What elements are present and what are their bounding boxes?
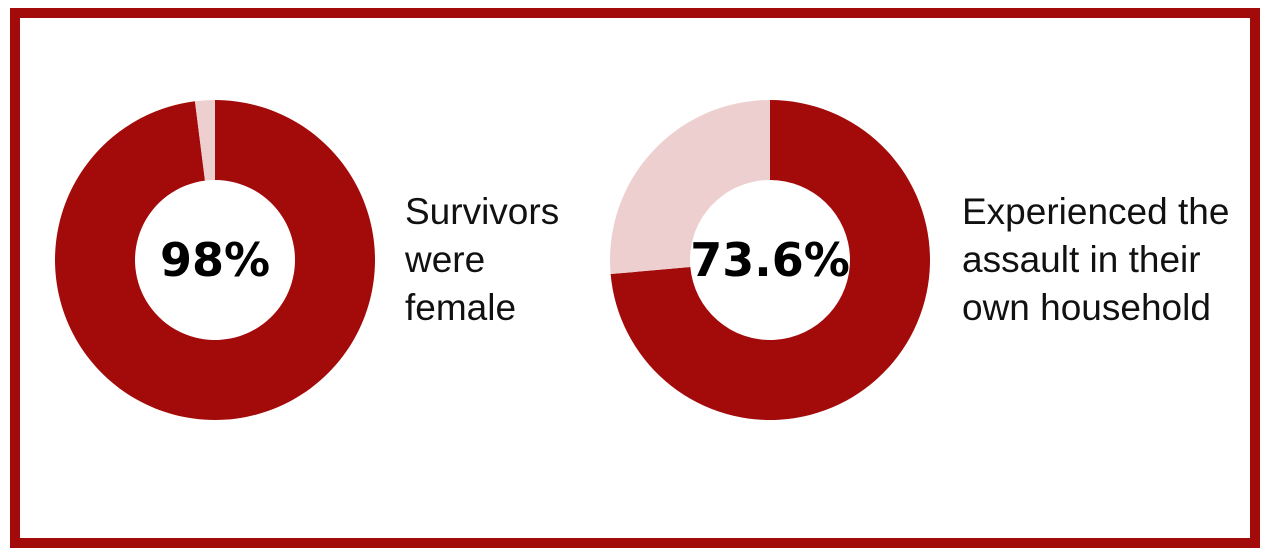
caption-line: Survivors (405, 191, 560, 232)
donut-slice-remainder (610, 100, 770, 275)
caption-line: assault in their (962, 239, 1201, 280)
donut-caption: Survivors were female (405, 188, 559, 332)
donut-slice-primary (610, 100, 930, 420)
donut-slice-primary (55, 100, 375, 420)
caption-line: own household (962, 287, 1211, 328)
donut-slice-remainder (194, 100, 215, 181)
caption-line: female (405, 287, 517, 328)
donut-chart-household (610, 100, 930, 420)
donut-caption: Experienced the assault in their own hou… (962, 188, 1229, 332)
donut-chart-female (55, 100, 375, 420)
donut-center-value: 73.6% (690, 233, 850, 287)
caption-line: Experienced the (962, 191, 1230, 232)
donut-center-value: 98% (159, 233, 271, 287)
caption-line: were (405, 239, 486, 280)
